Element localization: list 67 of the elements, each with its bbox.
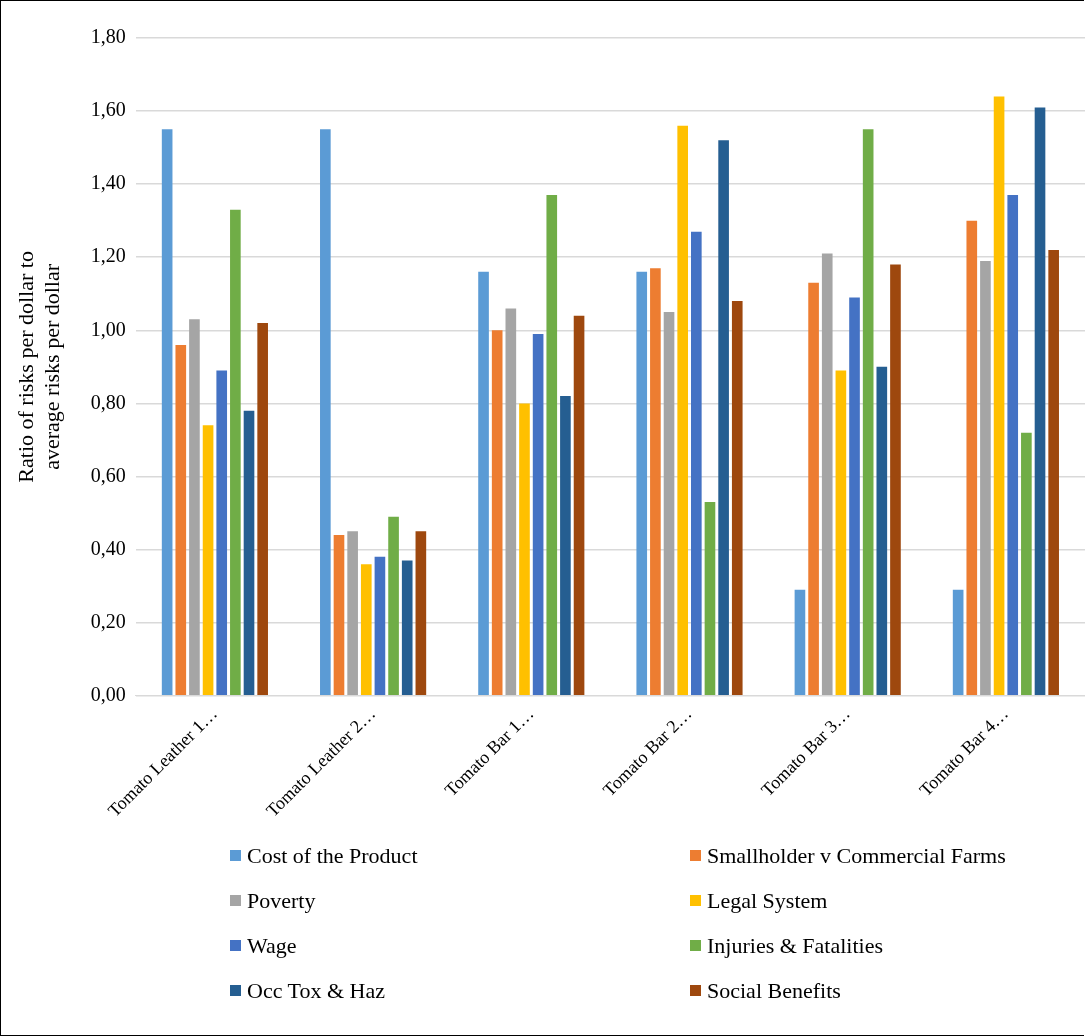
bar [876,366,888,695]
bar [560,396,571,695]
legend-label: Legal System [707,887,828,914]
legend-label: Wage [247,932,297,959]
bar [808,282,819,695]
bar [175,344,187,695]
legend-label: Smallholder v Commercial Farms [707,842,1006,869]
bar [731,301,743,695]
legend-label: Occ Tox & Haz [247,977,385,1004]
y-tick-label: 1,20 [90,244,126,267]
y-tick-label: 0,00 [90,682,126,705]
bar [663,312,675,695]
legend-label: Cost of the Product [247,842,418,869]
y-tick-label: 0,80 [90,390,126,413]
bar [993,96,1005,695]
y-tick-label: 1,60 [90,98,126,121]
bar [890,264,901,695]
y-axis-title: Ratio of risks per dollar to average risks per dollar [12,251,65,483]
y-tick-label: 0,20 [90,609,126,632]
bar [360,564,372,695]
bar [532,333,544,695]
legend-label: Poverty [247,887,316,914]
bar [415,531,427,695]
bar [952,589,964,695]
bar [636,271,648,695]
bar [1021,432,1032,695]
bar [1034,107,1046,695]
bar [320,129,331,695]
y-tick-label: 0,60 [90,463,126,486]
y-tick-label: 1,40 [90,171,126,194]
bar [794,589,806,695]
bar [1048,249,1059,695]
bar [388,516,399,695]
bar [243,410,255,695]
bar [677,125,688,695]
bar [216,370,228,695]
bar [718,140,729,695]
bar [849,297,860,695]
bar [821,253,833,695]
bar [650,268,661,695]
bar [230,209,241,695]
bar [546,195,558,695]
y-tick-label: 1,80 [90,25,126,48]
bar [835,370,847,695]
bar [189,319,200,695]
y-tick-label: 1,00 [90,317,126,340]
bar [491,330,503,695]
bar [347,531,358,695]
bar [401,560,413,695]
bar [980,260,991,695]
bar [704,502,716,695]
bar [1007,195,1019,695]
bar [478,271,489,695]
bar [862,129,874,695]
legend-label: Injuries & Fatalities [707,932,883,959]
bar [505,308,517,695]
legend-label: Social Benefits [707,977,841,1004]
bar [374,556,386,695]
y-tick-label: 0,40 [90,536,126,559]
bar [573,315,585,695]
bar [519,403,530,695]
bar [966,220,978,695]
bar [161,129,173,695]
bar [257,323,268,695]
bar [202,425,214,695]
bar [691,231,702,695]
bar [333,534,345,695]
